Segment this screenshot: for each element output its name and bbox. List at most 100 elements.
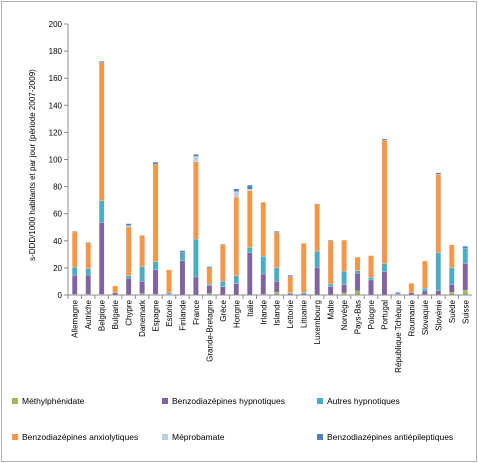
x-tick-label: Irlande bbox=[259, 299, 268, 324]
legend-label: Benzodiazépines anxiolytiques bbox=[22, 432, 138, 442]
bar-segment bbox=[85, 242, 91, 269]
bar-segment bbox=[287, 292, 293, 294]
bar-segment bbox=[341, 284, 347, 294]
bar-segment bbox=[179, 260, 186, 295]
bar-segment bbox=[368, 279, 374, 295]
bar-segment bbox=[220, 286, 226, 295]
bar-segment bbox=[125, 223, 132, 226]
bar-segment bbox=[341, 240, 347, 272]
y-tick-label: 80 bbox=[53, 183, 62, 192]
bar-segment bbox=[422, 290, 428, 295]
bar-segment bbox=[247, 189, 253, 191]
bar-segment bbox=[233, 191, 239, 198]
bar-segment bbox=[449, 284, 455, 293]
bar-segment bbox=[395, 291, 401, 293]
bar-segment bbox=[260, 202, 266, 257]
bar-segment bbox=[260, 256, 266, 275]
x-tick-label: Hongrie bbox=[232, 299, 241, 328]
legend-swatch bbox=[317, 434, 323, 440]
bar-segment bbox=[99, 200, 105, 223]
y-axis: 0 20 40 60 80 100 120 140 160 180 200 bbox=[49, 20, 69, 300]
x-tick-label: Suisse bbox=[461, 299, 470, 324]
x-tick-label: Estonie bbox=[165, 299, 174, 326]
x-tick-label: Autriche bbox=[84, 299, 93, 329]
x-tick-label: Norvège bbox=[340, 299, 349, 330]
x-tick-label: Malte bbox=[327, 299, 336, 319]
bar-segment bbox=[152, 162, 159, 165]
bar-segment bbox=[112, 285, 118, 293]
bar-segment bbox=[449, 267, 455, 285]
bar-segment bbox=[99, 222, 105, 295]
bar-segment bbox=[435, 290, 441, 295]
bar-segment bbox=[206, 267, 213, 285]
x-tick-label: République Tchèque bbox=[394, 299, 403, 372]
legend-swatch bbox=[317, 398, 323, 404]
x-tick-label: Lettonie bbox=[286, 299, 295, 328]
bar-segment bbox=[152, 164, 159, 262]
bar-segment bbox=[381, 138, 388, 141]
x-tick-label: Roumanie bbox=[407, 299, 416, 336]
bar-segment bbox=[301, 243, 307, 293]
bar-segment bbox=[422, 260, 428, 289]
bar-segment bbox=[287, 275, 293, 277]
bar-segment bbox=[220, 244, 226, 282]
x-tick-label: Finlande bbox=[178, 299, 187, 330]
bar-segment bbox=[85, 268, 91, 276]
bar-segment bbox=[99, 61, 105, 63]
bar-segment bbox=[72, 267, 78, 276]
bar-segment bbox=[247, 252, 253, 295]
x-tick-label: Danemark bbox=[138, 299, 147, 337]
bar-segment bbox=[462, 246, 468, 249]
bar-segment bbox=[247, 185, 253, 190]
bar-segment bbox=[193, 276, 199, 295]
legend-label: Méprobamate bbox=[172, 432, 225, 442]
bar-segment bbox=[139, 266, 145, 282]
x-tick-label: Allemagne bbox=[71, 299, 80, 337]
bar-segment bbox=[139, 235, 145, 267]
y-tick-label: 120 bbox=[49, 128, 63, 137]
legend-swatch bbox=[162, 398, 168, 404]
y-tick-label: 0 bbox=[58, 291, 63, 300]
bar-segment bbox=[206, 266, 213, 268]
bar-segment bbox=[193, 154, 199, 157]
bar-segment bbox=[179, 250, 186, 253]
bar-segment bbox=[193, 156, 199, 162]
legend-label: Benzodiazépines hypnotiques bbox=[172, 396, 285, 406]
bar-segment bbox=[220, 281, 226, 287]
bar-segment bbox=[179, 252, 186, 261]
bar-segment bbox=[462, 263, 468, 291]
x-tick-label: Portugal bbox=[380, 300, 389, 330]
bar-segment bbox=[314, 267, 320, 295]
bar-segment bbox=[449, 244, 455, 268]
bar-segment bbox=[193, 161, 199, 240]
x-tick-label: Pologne bbox=[367, 299, 376, 329]
bar-segment bbox=[435, 174, 441, 253]
bar-segment bbox=[72, 231, 78, 233]
x-tick-label: Italie bbox=[246, 299, 255, 316]
bar-segment bbox=[125, 278, 132, 295]
bar-segment bbox=[462, 290, 468, 296]
bar-segment bbox=[314, 203, 320, 252]
bar-segment bbox=[260, 273, 266, 295]
bar-segment bbox=[233, 275, 239, 284]
bar-segment bbox=[72, 231, 78, 268]
bar-segment bbox=[381, 140, 388, 264]
x-tick-label: Chypre bbox=[125, 299, 134, 325]
bar-segment bbox=[301, 292, 307, 294]
bar-segment bbox=[85, 242, 91, 243]
bar-segment bbox=[274, 281, 280, 293]
y-tick-label: 60 bbox=[53, 210, 62, 219]
x-tick-label: Luxembourg bbox=[313, 300, 322, 344]
y-tick-label: 100 bbox=[49, 156, 63, 165]
bar-segment bbox=[233, 196, 239, 276]
bar-segment bbox=[193, 238, 199, 278]
bar-segment bbox=[99, 62, 105, 201]
x-tick-label: Belgique bbox=[98, 299, 107, 331]
legend-label: Benzodiazépines antiépileptiques bbox=[327, 432, 453, 442]
bar-segment bbox=[341, 271, 347, 285]
y-tick-label: 160 bbox=[49, 74, 63, 83]
x-tick-label: Islande bbox=[273, 299, 282, 325]
bar-segment bbox=[395, 292, 401, 295]
bar-segment bbox=[381, 271, 388, 295]
